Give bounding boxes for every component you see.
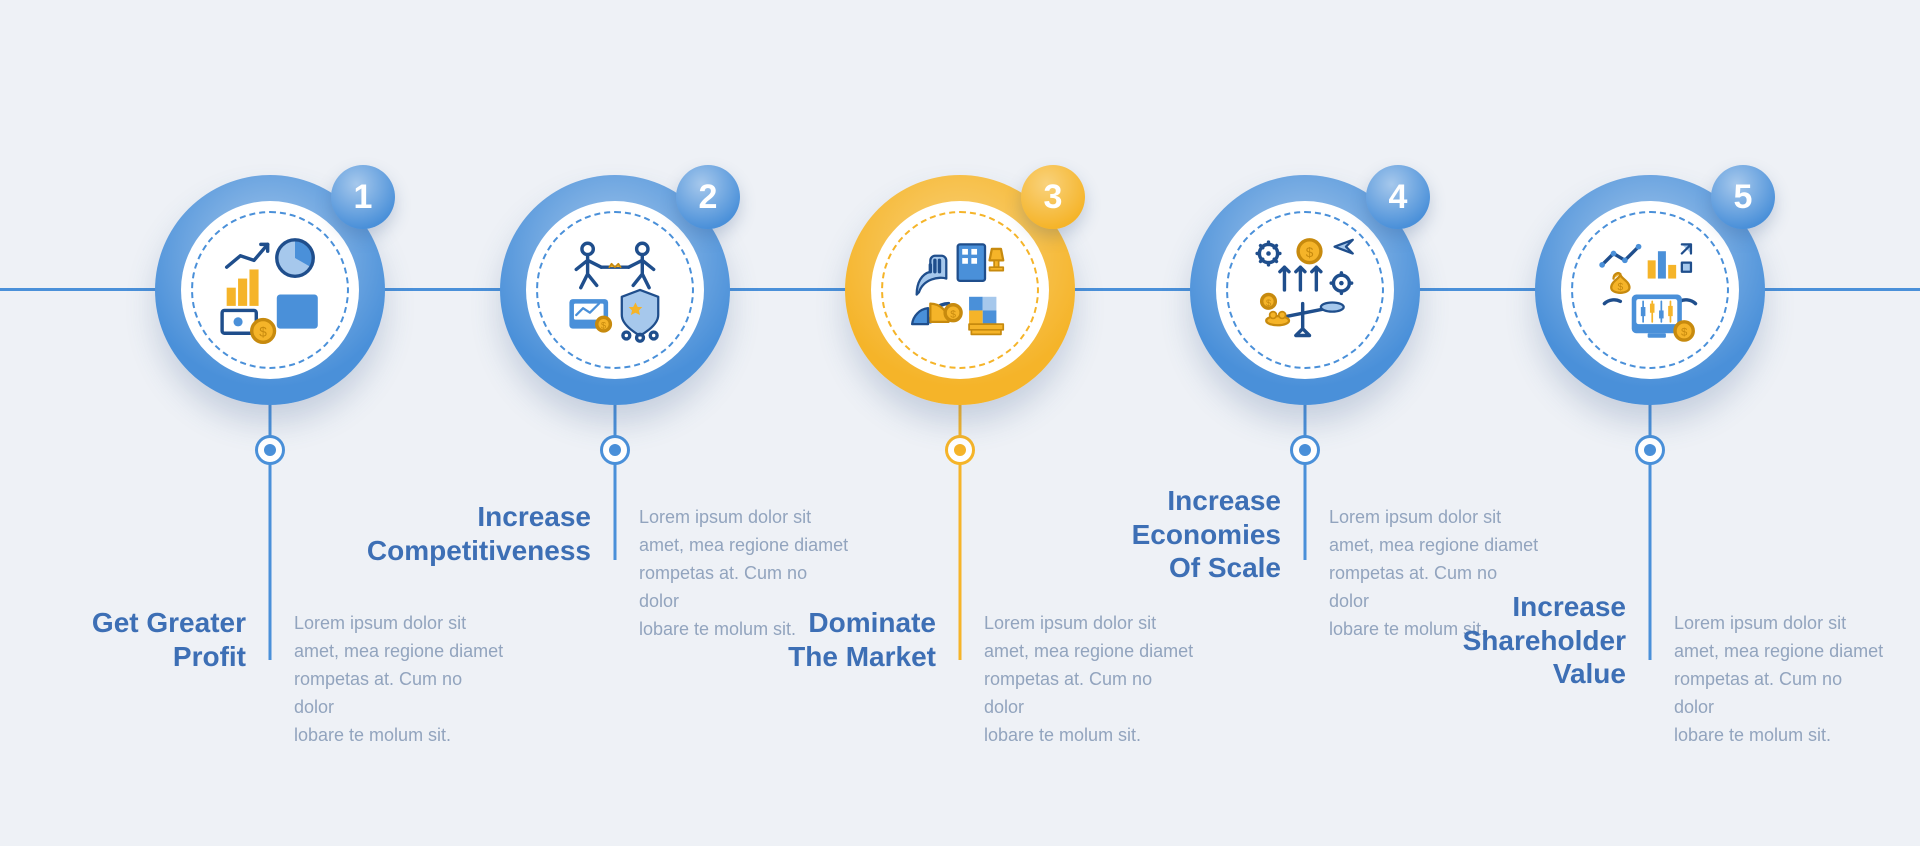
step-title-5: Increase Shareholder Value [1386, 590, 1626, 691]
step-title-4: Increase Economies Of Scale [1041, 484, 1281, 585]
connector-2 [614, 405, 617, 560]
step-node-4: $ $ 4 [1190, 175, 1420, 405]
step-title-3: Dominate The Market [696, 606, 936, 673]
badge-2: 2 [676, 165, 740, 229]
infographic-canvas: $ 1 Get Greater Profit Lorem ipsum dolor… [0, 0, 1920, 846]
badge-5: 5 [1711, 165, 1775, 229]
step-node-5: $ $ 5 [1535, 175, 1765, 405]
step-title-1: Get Greater Profit [6, 606, 246, 673]
step-node-3: $ 3 [845, 175, 1075, 405]
step-body-5: Lorem ipsum dolor sit amet, mea regione … [1674, 610, 1884, 749]
dot-5 [1635, 435, 1665, 465]
dot-2 [600, 435, 630, 465]
step-title-2: Increase Competitiveness [351, 500, 591, 567]
dot-1 [255, 435, 285, 465]
step-node-2: $ 2 [500, 175, 730, 405]
badge-1: 1 [331, 165, 395, 229]
dot-3 [945, 435, 975, 465]
step-body-1: Lorem ipsum dolor sit amet, mea regione … [294, 610, 504, 749]
badge-4: 4 [1366, 165, 1430, 229]
step-body-3: Lorem ipsum dolor sit amet, mea regione … [984, 610, 1194, 749]
connector-4 [1304, 405, 1307, 560]
step-node-1: $ 1 [155, 175, 385, 405]
dot-4 [1290, 435, 1320, 465]
badge-3: 3 [1021, 165, 1085, 229]
